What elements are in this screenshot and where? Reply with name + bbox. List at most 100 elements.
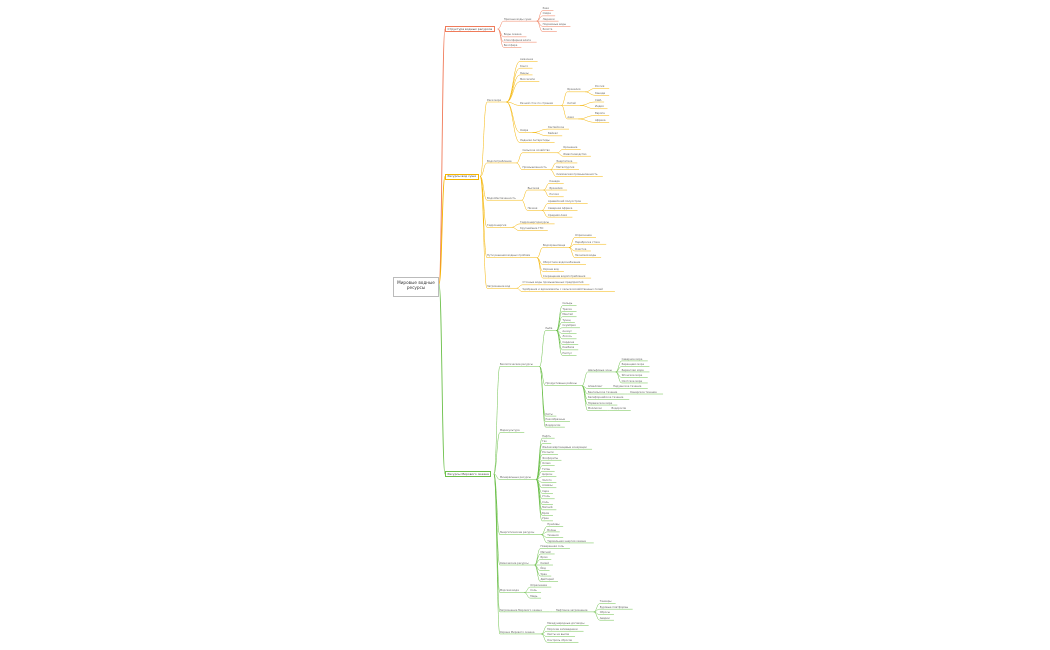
- topic-node[interactable]: Газ: [542, 440, 547, 444]
- topic-node[interactable]: Сельдь: [562, 302, 573, 306]
- topic-node[interactable]: Бразилия: [567, 88, 581, 92]
- topic-node[interactable]: Канада: [595, 91, 606, 95]
- topic-node[interactable]: Речной сток по странам: [520, 102, 553, 105]
- topic-node[interactable]: Продуктивные районы: [545, 382, 577, 386]
- topic-node[interactable]: Фосфориты: [542, 456, 559, 460]
- branch-node[interactable]: Ресурсы Мирового океана: [445, 471, 492, 478]
- topic-node[interactable]: Россия: [595, 85, 605, 89]
- topic-node[interactable]: Низкая: [527, 206, 538, 210]
- topic-node[interactable]: Нефтяное загрязнение: [555, 608, 588, 612]
- topic-node[interactable]: Байкал: [548, 132, 558, 136]
- topic-node[interactable]: Бром: [542, 511, 550, 515]
- topic-node[interactable]: Энергетические ресурсы: [499, 531, 535, 535]
- topic-node[interactable]: Химическая промышленность: [556, 173, 598, 177]
- topic-node[interactable]: Азия: [567, 115, 574, 119]
- topic-node[interactable]: Озёра: [542, 12, 551, 16]
- topic-node[interactable]: Янцзы: [520, 71, 529, 75]
- topic-node[interactable]: Озёра: [520, 129, 529, 133]
- branch-node[interactable]: Структура водных ресурсов: [445, 26, 495, 33]
- topic-node[interactable]: Загрязнение Мирового океана: [499, 608, 542, 612]
- topic-node[interactable]: Европа: [595, 112, 605, 116]
- topic-node[interactable]: Волны: [547, 528, 557, 532]
- topic-node[interactable]: Нефть: [542, 434, 551, 438]
- topic-node[interactable]: Медь: [530, 594, 538, 598]
- topic-node[interactable]: Олово: [542, 462, 551, 466]
- topic-node[interactable]: Промышленность: [522, 166, 547, 170]
- topic-node[interactable]: Калифорнийское течение: [587, 396, 624, 400]
- topic-node[interactable]: США: [595, 98, 602, 102]
- topic-node[interactable]: Охотское море: [621, 379, 643, 383]
- topic-node[interactable]: Соль: [530, 589, 537, 593]
- topic-node[interactable]: Гидроэнергия: [487, 223, 507, 227]
- topic-node[interactable]: Пресные воды суши: [503, 17, 532, 21]
- topic-node[interactable]: Африка: [595, 118, 606, 122]
- topic-node[interactable]: Сардина: [562, 340, 575, 344]
- topic-node[interactable]: Охрана вод: [542, 267, 559, 271]
- topic-node[interactable]: Морские заповедники: [547, 627, 578, 631]
- topic-node[interactable]: Оборотное водоснабжение: [542, 261, 581, 265]
- topic-node[interactable]: Химические ресурсы: [499, 561, 529, 565]
- topic-node[interactable]: Орошение: [563, 146, 578, 149]
- topic-node[interactable]: Железомарганцевые конкреции: [542, 445, 587, 449]
- topic-node[interactable]: Амазонка: [520, 57, 534, 61]
- topic-node[interactable]: Берингово море: [621, 368, 644, 372]
- topic-node[interactable]: Лосось: [562, 335, 572, 339]
- topic-node[interactable]: Уголь: [542, 495, 550, 499]
- topic-node[interactable]: Реки: [542, 7, 550, 11]
- topic-node[interactable]: Каспийское: [548, 125, 565, 129]
- topic-node[interactable]: Сокращение водопотребления: [542, 274, 586, 278]
- topic-node[interactable]: Удобрения и ядохимикаты с сельскохозяйст…: [522, 288, 603, 292]
- topic-node[interactable]: Калий: [540, 561, 549, 565]
- topic-node[interactable]: Буровые платформы: [599, 605, 629, 609]
- topic-node[interactable]: Опреснение: [575, 234, 592, 238]
- topic-node[interactable]: Баренцево море: [621, 363, 645, 367]
- topic-node[interactable]: Магний: [540, 550, 551, 554]
- topic-node[interactable]: Моллюски: [587, 407, 602, 411]
- topic-node[interactable]: Киты: [545, 412, 553, 416]
- topic-node[interactable]: Биосфера: [503, 43, 518, 47]
- topic-node[interactable]: Японское море: [621, 374, 643, 378]
- topic-node[interactable]: Международные договоры: [547, 622, 585, 626]
- topic-node[interactable]: Китай: [567, 102, 576, 105]
- topic-node[interactable]: Реки мира: [487, 98, 502, 102]
- topic-node[interactable]: Сточные воды промышленных предприятий: [522, 281, 584, 285]
- topic-node[interactable]: Апвеллинг: [587, 385, 603, 389]
- topic-node[interactable]: Водопотребление: [487, 159, 512, 163]
- topic-node[interactable]: Алмазы: [542, 484, 553, 488]
- topic-node[interactable]: Сельское хозяйство: [522, 149, 550, 153]
- topic-node[interactable]: Высокая: [527, 186, 540, 190]
- topic-node[interactable]: Россыпи: [542, 451, 554, 455]
- topic-node[interactable]: Приливы: [547, 523, 560, 526]
- topic-node[interactable]: Перуанское течение: [613, 385, 642, 389]
- topic-node[interactable]: Средняя Азия: [548, 213, 567, 217]
- topic-node[interactable]: Морская вода: [499, 589, 519, 593]
- topic-node[interactable]: Металлургия: [556, 166, 575, 170]
- topic-node[interactable]: Скумбрия: [562, 324, 576, 328]
- topic-node[interactable]: Поваренная соль: [540, 545, 564, 549]
- topic-node[interactable]: Квоты на вылов: [547, 633, 570, 637]
- topic-node[interactable]: Соль: [542, 500, 549, 504]
- topic-node[interactable]: Северная Африка: [548, 206, 573, 210]
- topic-node[interactable]: Минеральные ресурсы: [499, 476, 531, 480]
- topic-node[interactable]: Россия: [549, 193, 559, 197]
- topic-node[interactable]: Водоросли: [611, 407, 627, 411]
- topic-node[interactable]: Аварии: [599, 616, 610, 620]
- topic-node[interactable]: Опреснение: [530, 583, 547, 587]
- topic-node[interactable]: Загрязнение вод: [487, 284, 511, 288]
- topic-node[interactable]: Марикультура: [499, 429, 520, 433]
- topic-node[interactable]: Индия: [595, 105, 604, 109]
- topic-node[interactable]: Бенгельское течение: [587, 390, 618, 394]
- topic-node[interactable]: Аравийский полуостров: [548, 200, 581, 204]
- topic-node[interactable]: Канарское течение: [630, 390, 657, 394]
- topic-node[interactable]: Миссисипи: [520, 78, 535, 82]
- topic-node[interactable]: Бразилия: [549, 186, 563, 190]
- topic-node[interactable]: Золото: [542, 478, 552, 482]
- topic-node[interactable]: Палтус: [562, 352, 573, 355]
- topic-node[interactable]: Уран: [540, 572, 547, 576]
- topic-node[interactable]: Болота: [542, 28, 553, 32]
- topic-node[interactable]: Дейтерий: [540, 578, 554, 582]
- topic-node[interactable]: Танкеры: [599, 600, 612, 604]
- topic-node[interactable]: Пути решения водных проблем: [487, 254, 531, 258]
- topic-node[interactable]: Контроль сбросов: [547, 638, 572, 642]
- topic-node[interactable]: Крупнейшие ГЭС: [520, 227, 544, 231]
